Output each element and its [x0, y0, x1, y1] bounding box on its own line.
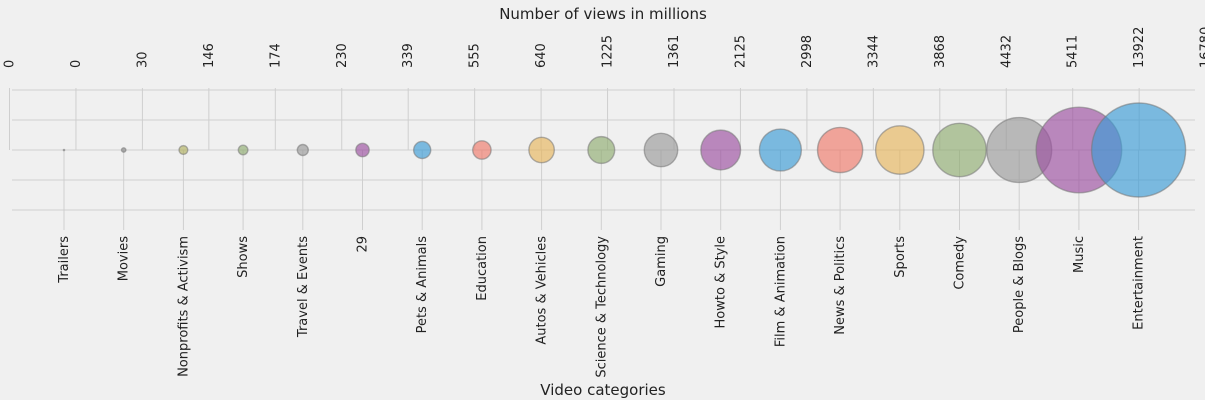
value-tick-label: 4432	[999, 35, 1014, 68]
bubble-8	[528, 136, 555, 164]
bubble-6	[412, 140, 432, 160]
value-tick-label: 1225	[601, 35, 616, 68]
category-tick-label: Gaming	[654, 236, 669, 287]
category-tick-label: Sports	[893, 236, 908, 278]
category-tick-label: Entertainment	[1132, 236, 1147, 330]
category-tick-label: Movies	[117, 236, 132, 281]
bubble-3	[237, 144, 249, 156]
category-tick-label: Nonprofits & Activism	[176, 236, 191, 377]
value-tick-label: 2125	[733, 35, 748, 68]
bubbles	[62, 102, 1187, 198]
bubble-12	[758, 128, 803, 172]
top-axis-title: Number of views in millions	[499, 5, 707, 23]
category-tick-label: News & Politics	[833, 236, 848, 335]
category-tick-label: Pets & Animals	[415, 236, 430, 334]
bubble-4	[296, 143, 310, 157]
bubble-15	[932, 122, 987, 178]
x-axis-title: Video categories	[540, 381, 666, 399]
value-tick-label: 339	[401, 43, 416, 68]
value-tick-label: 0	[69, 60, 84, 68]
value-tick-label: 0	[3, 60, 18, 68]
category-tick-label: Comedy	[953, 236, 968, 290]
bubble-5	[355, 142, 370, 158]
bubble-9	[587, 135, 616, 165]
bubble-18	[1090, 102, 1187, 198]
value-tick-label: 5411	[1066, 35, 1081, 68]
bubble-11	[700, 129, 742, 171]
category-tick-label: Education	[475, 236, 490, 301]
bottom-gridlines	[63, 150, 1140, 230]
value-tick-label: 2998	[800, 35, 815, 68]
value-tick-label: 1361	[667, 35, 682, 68]
bubble-10	[643, 132, 679, 168]
category-tick-label: People & Blogs	[1012, 236, 1027, 333]
category-tick-label: Autos & Vehicles	[535, 236, 550, 345]
top-tick-labels: 0 0 30 146 174 230 339 555 640 1225 1361 2125 2998 33…	[3, 27, 1205, 68]
category-tick-label: Travel & Events	[296, 236, 311, 338]
value-tick-label: 30	[135, 51, 150, 68]
value-tick-label: 3344	[866, 35, 881, 68]
bubble-0	[62, 148, 66, 152]
category-tick-label: Trailers	[57, 236, 72, 284]
category-tick-label: Music	[1072, 236, 1087, 273]
category-tick-label: Shows	[236, 236, 251, 278]
value-tick-label: 640	[534, 43, 549, 68]
category-tick-label: 29	[356, 236, 371, 253]
bubble-1	[120, 147, 127, 153]
value-tick-label: 555	[468, 43, 483, 68]
value-tick-label: 16780	[1199, 27, 1205, 68]
category-tick-label: Film & Animation	[773, 236, 788, 347]
bubble-7	[472, 140, 492, 160]
bubble-14	[874, 125, 925, 175]
value-tick-label: 174	[268, 43, 283, 68]
bubble-2	[178, 144, 189, 156]
value-tick-label: 146	[202, 43, 217, 68]
value-tick-label: 3868	[933, 35, 948, 68]
category-tick-label: Science & Technology	[594, 236, 609, 378]
bottom-tick-labels: Trailers Movies Nonprofits & Activism Shows…	[57, 236, 1147, 378]
value-tick-label: 230	[335, 43, 350, 68]
value-tick-label: 13922	[1132, 27, 1147, 68]
bubble-13	[816, 126, 864, 174]
category-tick-label: Howto & Style	[714, 236, 729, 328]
